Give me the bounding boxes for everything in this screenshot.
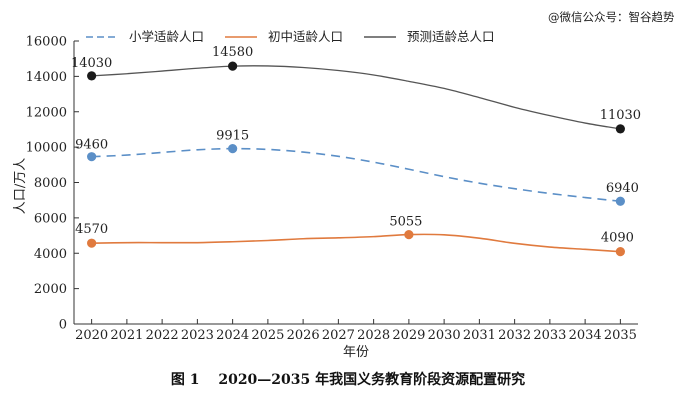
series-total-value-label: 14580: [212, 45, 253, 60]
series-total-value-label: 14030: [71, 56, 112, 71]
series-total-line: [91, 65, 621, 130]
series-primary-line: [91, 147, 621, 203]
y-tick-label: 4000: [34, 247, 67, 262]
series-primary-marker: [615, 196, 625, 206]
legend-label-junior: 初中适龄人口: [268, 29, 343, 44]
x-tick-label: 2027: [322, 328, 355, 343]
x-tick-label: 2035: [604, 328, 637, 343]
figure-caption: 图 1 2020—2035 年我国义务教育阶段资源配置研究: [171, 371, 525, 388]
y-tick-label: 2000: [34, 282, 67, 297]
legend-label-total: 预测适龄总人口: [407, 29, 495, 44]
series-primary-marker: [228, 144, 238, 154]
series-total-value-label: 11030: [600, 108, 641, 123]
series-layer: [91, 65, 621, 253]
series-junior-line: [91, 233, 621, 253]
x-tick-label: 2034: [569, 328, 602, 343]
x-axis-title: 年份: [343, 345, 369, 360]
y-tick-label: 10000: [26, 141, 67, 156]
y-tick-label: 14000: [26, 70, 67, 85]
series-junior-marker: [87, 238, 97, 248]
x-tick-label: 2032: [498, 328, 531, 343]
legend: 小学适龄人口 初中适龄人口 预测适龄总人口: [86, 29, 495, 44]
y-tick-label: 8000: [34, 176, 67, 191]
x-tick-label: 2031: [463, 328, 496, 343]
x-tick-label: 2022: [146, 328, 179, 343]
series-primary-value-label: 9915: [216, 129, 249, 144]
watermark: @微信公众号：智谷趋势: [548, 10, 675, 24]
x-tick-label: 2020: [75, 328, 108, 343]
series-junior-value-label: 5055: [389, 215, 422, 230]
x-tick-label: 2024: [216, 328, 249, 343]
y-axis-title: 人口/万人: [13, 158, 28, 214]
y-tick-label: 16000: [26, 35, 67, 50]
points-layer: 9460 9915 6940 4570 5055 4090 14030 14580 11030: [71, 45, 641, 257]
x-tick-label: 2023: [181, 328, 214, 343]
x-tick-label: 2029: [392, 328, 425, 343]
y-tick-label: 0: [59, 318, 67, 333]
y-tick-label: 12000: [26, 105, 67, 120]
series-junior-marker: [404, 229, 414, 240]
legend-label-primary: 小学适龄人口: [129, 29, 204, 44]
axes: 0 2000 4000 6000 8000 10000 12000 14000 16000 202…: [26, 35, 638, 343]
x-tick-label: 2033: [533, 328, 566, 343]
x-tick-label: 2026: [287, 328, 320, 343]
x-tick-label: 2030: [428, 328, 461, 343]
series-primary-value-label: 6940: [606, 181, 639, 196]
series-total-marker: [87, 71, 97, 81]
series-junior-marker: [615, 247, 625, 257]
x-tick-label: 2028: [357, 328, 390, 343]
series-junior-value-label: 4570: [75, 222, 108, 237]
series-junior-value-label: 4090: [601, 231, 634, 246]
y-tick-label: 6000: [34, 211, 67, 226]
series-primary-marker: [87, 152, 97, 162]
series-total-marker: [228, 61, 238, 71]
series-primary-value-label: 9460: [75, 138, 108, 153]
x-tick-label: 2025: [251, 328, 284, 343]
series-total-marker: [615, 124, 625, 134]
x-tick-label: 2021: [110, 328, 143, 343]
